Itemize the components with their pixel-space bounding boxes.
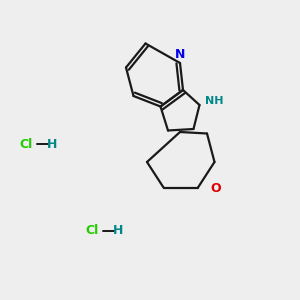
Text: Cl: Cl [85,224,98,238]
Text: H: H [47,137,58,151]
Text: O: O [211,182,221,196]
Text: N: N [175,49,185,62]
Text: NH: NH [206,95,224,106]
Text: Cl: Cl [19,137,32,151]
Text: H: H [113,224,124,238]
